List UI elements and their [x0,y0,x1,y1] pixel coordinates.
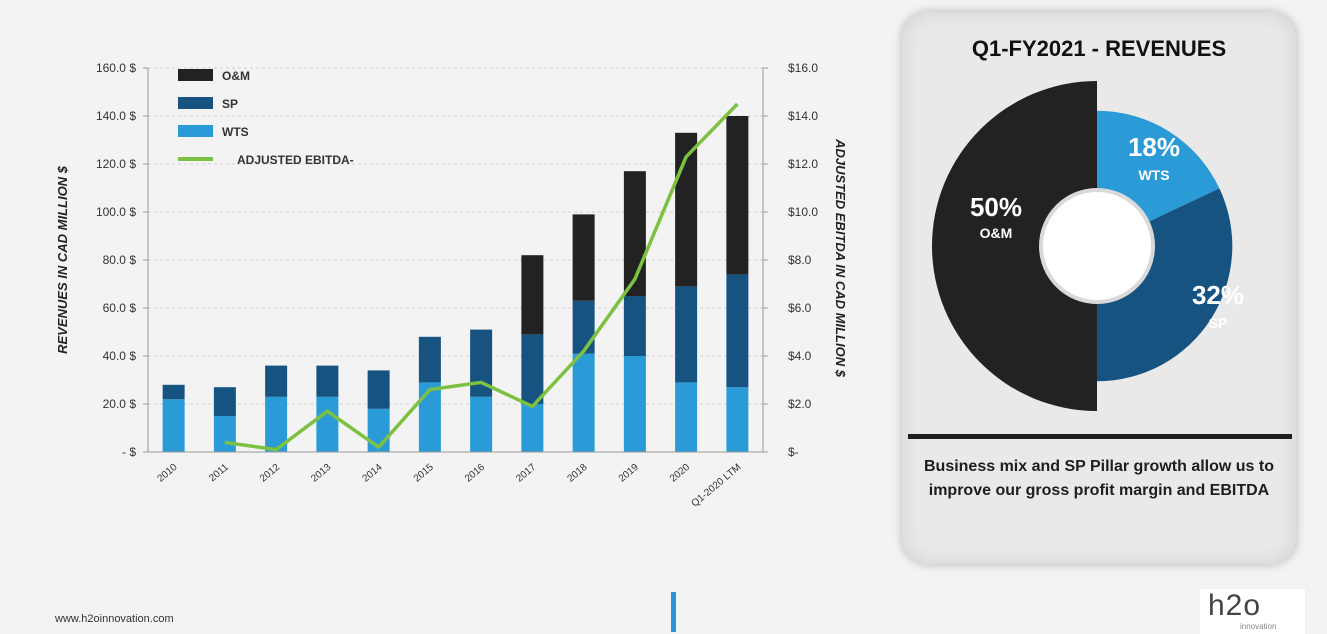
y-tick-label: - $ [122,445,136,459]
bar-sp [521,334,544,404]
y2-tick-label: $2.0 [788,397,812,411]
bar-sp [418,336,441,383]
bar-om [521,255,544,335]
ebitda-line-group [224,102,739,452]
panel-divider [908,434,1292,439]
bar-sp [623,296,646,356]
logo-text: h2o [1208,589,1262,622]
bar-sp [367,370,390,409]
bar-sp [572,300,595,354]
donut-hole [1043,192,1151,300]
y2-tick-label: $4.0 [788,349,812,363]
y2-tick-label: $- [788,445,799,459]
legend-label: O&M [222,69,250,83]
legend-swatch [178,125,213,137]
bar-sp [316,365,339,397]
pie-label-name: SP [1209,315,1228,331]
logo-subtext: innovation [1240,622,1277,631]
revenue-donut-chart: 50% O&M 18% WTS 32% SP [932,81,1244,411]
y-axis-title: REVENUES IN CAD MILLION $ [55,165,70,354]
bar-wts [675,382,698,452]
bar-wts [521,404,544,452]
bar-om [572,214,595,301]
pie-label-pct: 50% [970,192,1022,222]
pie-label-name: O&M [980,225,1013,241]
legend-swatch [178,97,213,109]
footer-accent-bar [671,592,676,632]
y-tick-label: 100.0 $ [96,205,136,219]
bar-sp [726,274,749,388]
bar-wts [316,396,339,452]
x-tick-label: 2020 [668,462,692,485]
y2-tick-label: $14.0 [788,109,818,123]
x-tick-label: 2011 [207,462,231,485]
pie-label-pct: 32% [1192,280,1244,310]
x-tick-label: 2010 [155,462,179,485]
y2-tick-label: $10.0 [788,205,818,219]
y-tick-label: 40.0 $ [103,349,137,363]
bar-sp [213,387,236,416]
x-tick-label: 2012 [258,462,282,485]
pie-label-pct: 18% [1128,132,1180,162]
bar-sp [162,384,185,400]
bar-om [726,116,749,275]
bar-sp [675,286,698,383]
bar-wts [213,416,236,452]
y-tick-label: 80.0 $ [103,253,137,267]
legend-swatch [178,69,213,81]
panel-caption: Business mix and SP Pillar growth allow … [923,458,1274,499]
legend-label: SP [222,97,238,111]
bar-wts [470,396,493,452]
y-tick-label: 140.0 $ [96,109,136,123]
bar-sp [265,365,288,397]
bar-sp [470,329,493,397]
footer-url[interactable]: www.h2oinnovation.com [55,613,174,625]
x-tick-label: 2019 [617,462,641,485]
x-tick-label: Q1-2020 LTM [690,462,744,510]
x-tick-label: 2015 [412,462,436,485]
bar-wts [162,399,185,452]
pie-slice-om [932,81,1097,411]
ebitda-line [224,102,739,452]
y2-tick-label: $6.0 [788,301,812,315]
bar-wts [623,356,646,452]
chart-legend: O&M SP WTS ADJUSTED EBITDA- [178,69,354,167]
pie-label-name: WTS [1138,167,1169,183]
x-tick-label: 2017 [514,462,538,485]
y-tick-label: 20.0 $ [103,397,137,411]
chart-gridlines [148,67,763,405]
revenue-ebitda-chart: - $ $- 20.0 $ $2.0 40.0 $ $4.0 60.0 $ $6.0 80.0 … [55,61,848,510]
panel-title: Q1-FY2021 - REVENUES [971,36,1227,61]
y2-axis-title: ADJUSTED EBITDA IN CAD MILLION $ [833,138,848,378]
x-tick-label: 2018 [565,462,589,485]
legend-label: WTS [222,125,249,139]
y-tick-label: 120.0 $ [96,157,136,171]
revenue-mix-panel: Q1-FY2021 - REVENUES 50% O&M 18% WTS 32% SP B… [902,12,1296,564]
h2o-logo: h2o innovation [1200,589,1305,634]
y2-tick-label: $12.0 [788,157,818,171]
y-tick-label: 60.0 $ [103,301,137,315]
bar-wts [265,396,288,452]
x-tick-label: 2014 [360,462,384,485]
legend-label: ADJUSTED EBITDA- [237,153,354,167]
bar-wts [418,382,441,452]
x-tick-label: 2013 [309,462,333,485]
y-tick-label: 160.0 $ [96,61,136,75]
y2-tick-label: $16.0 [788,61,818,75]
y2-tick-label: $8.0 [788,253,812,267]
bar-wts [572,353,595,452]
bar-wts [726,387,749,452]
x-tick-label: 2016 [463,462,487,485]
